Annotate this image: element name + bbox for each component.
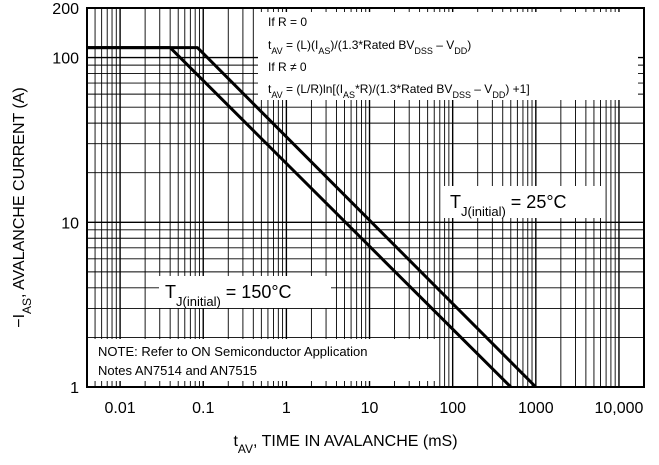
plot-frame bbox=[86, 7, 645, 388]
x-tick-label: 100 bbox=[439, 400, 466, 417]
subscript-text: J(initial) bbox=[176, 294, 221, 309]
x-tick-label: 10 bbox=[361, 400, 379, 417]
text-run: −I bbox=[11, 314, 28, 328]
x-tick-label: 1000 bbox=[518, 400, 554, 417]
text-run: t bbox=[268, 82, 272, 96]
text-run: t bbox=[268, 38, 272, 52]
subscript-text: AS bbox=[343, 90, 355, 100]
note-line-2: Notes AN7514 and AN7515 bbox=[98, 363, 257, 378]
formula-line-3: If R ≠ 0 bbox=[268, 60, 307, 74]
subscript-text: AV bbox=[271, 90, 282, 100]
subscript-text: DD bbox=[454, 46, 467, 56]
subscript-text: J(initial) bbox=[461, 204, 506, 219]
tick-label-layer: 0.01 0.1 1 10 100 1000 10,000 1 10 100 200 bbox=[52, 1, 643, 417]
text-run: , AVALANCHE CURRENT (A) bbox=[11, 87, 28, 298]
formula-line-1: If R = 0 bbox=[268, 15, 307, 29]
x-axis-title: tAV, TIME IN AVALANCHE (mS) bbox=[233, 433, 457, 456]
subscript-text: DSS bbox=[414, 46, 433, 56]
formula-line-4: tAV = (L/R)ln[(IAS*R)/(1.3*Rated BVDSS –… bbox=[268, 82, 530, 100]
formula-box bbox=[258, 12, 638, 100]
x-tick-label: 1 bbox=[282, 400, 291, 417]
y-tick-label: 200 bbox=[52, 1, 79, 18]
text-run: )/(1.3*Rated BV bbox=[330, 38, 414, 52]
x-tick-label: 10,000 bbox=[595, 400, 644, 417]
note-line-1: NOTE: Refer to ON Semiconductor Applicat… bbox=[98, 344, 368, 359]
text-run: = 25°C bbox=[506, 192, 567, 212]
series-label-150c: TJ(initial) = 150°C bbox=[165, 282, 292, 309]
y-tick-label: 100 bbox=[52, 51, 79, 68]
subscript-text: AS bbox=[20, 298, 34, 314]
text-run: ) +1] bbox=[505, 82, 529, 96]
y-axis-title: −IAS, AVALANCHE CURRENT (A) bbox=[11, 87, 34, 328]
subscript-text: AS bbox=[318, 46, 330, 56]
text-run: T bbox=[450, 192, 461, 212]
series-line-150c bbox=[87, 46, 512, 389]
y-tick-label: 1 bbox=[70, 380, 79, 397]
text-run: T bbox=[165, 282, 176, 302]
text-run: – V bbox=[471, 82, 492, 96]
subscript-text: AV bbox=[238, 442, 253, 456]
series-label-25c: TJ(initial) = 25°C bbox=[450, 192, 567, 219]
text-run: , TIME IN AVALANCHE (mS) bbox=[253, 433, 457, 450]
y-tick-label: 10 bbox=[61, 215, 79, 232]
text-run: t bbox=[233, 433, 238, 450]
text-run: = (L)(I bbox=[283, 38, 319, 52]
x-tick-label: 0.01 bbox=[105, 400, 136, 417]
subscript-text: DSS bbox=[452, 90, 471, 100]
t25-label-box bbox=[444, 186, 604, 218]
text-run: ) bbox=[467, 38, 471, 52]
subscript-text: DD bbox=[492, 90, 505, 100]
text-run: – V bbox=[433, 38, 454, 52]
text-run: = (L/R)ln[(I bbox=[283, 82, 343, 96]
text-run: = 150°C bbox=[221, 282, 292, 302]
note-box bbox=[93, 339, 439, 381]
formula-line-2: tAV = (L)(IAS)/(1.3*Rated BVDSS – VDD) bbox=[268, 38, 471, 56]
curve-layer bbox=[87, 46, 537, 389]
text-run: *R)/(1.3*Rated BV bbox=[355, 82, 452, 96]
x-tick-label: 0.1 bbox=[192, 400, 214, 417]
t150-label-box bbox=[159, 276, 331, 308]
subscript-text: AV bbox=[271, 46, 282, 56]
